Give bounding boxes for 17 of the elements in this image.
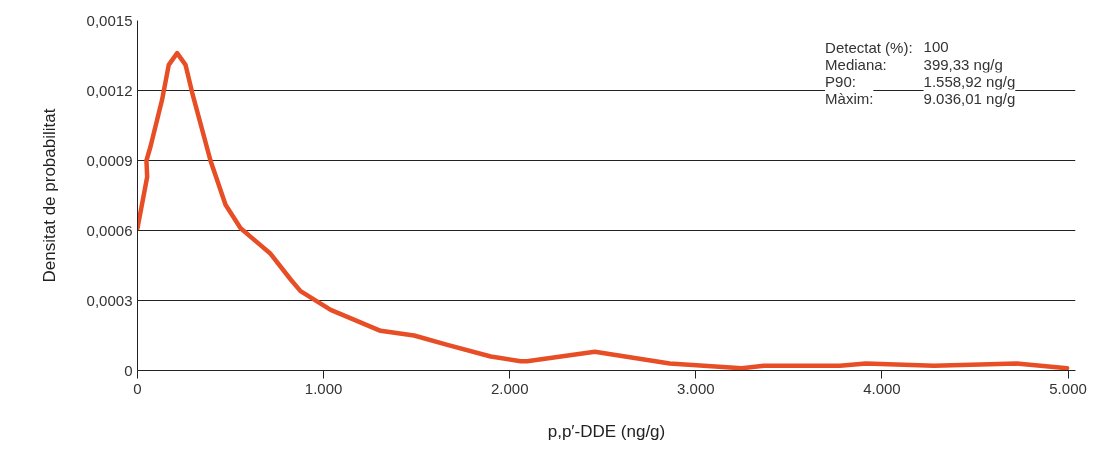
y-tick-label: 0,0012 xyxy=(86,81,133,99)
text: Mediana: 399,33 ng/g xyxy=(825,55,1003,73)
x-axis-title: p,p′-DDE (ng/g) xyxy=(547,421,666,441)
x-tick-label: 5.000 xyxy=(1049,379,1087,397)
y-tick-label: 0,0015 xyxy=(86,11,133,29)
y-axis-title: Densitat de probabilitat xyxy=(39,108,59,283)
x-tick-label: 4.000 xyxy=(863,379,901,397)
x-tick-label: 3.000 xyxy=(677,379,715,397)
y-tick-label: 0 xyxy=(124,361,133,379)
y-tick-label: 0,0006 xyxy=(86,221,133,239)
y-tick-label: 0,0009 xyxy=(86,151,133,169)
x-tick-label: 1.000 xyxy=(304,379,343,397)
text: P90: 1.558,92 ng/g xyxy=(825,72,1016,90)
y-tick-label: 0,0003 xyxy=(86,291,133,309)
annotation: Detectat (%): 100 xyxy=(825,38,949,56)
text: Màxim: 9.036,01 ng/g xyxy=(825,89,1016,107)
x-tick-label: 2.000 xyxy=(490,379,529,397)
